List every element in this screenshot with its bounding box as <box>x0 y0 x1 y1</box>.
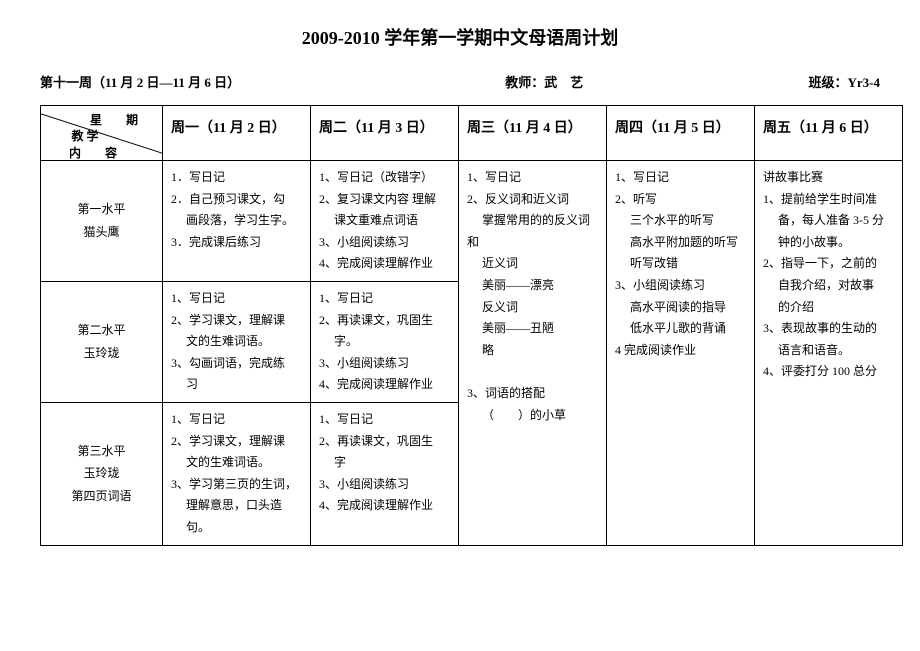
teacher-label: 教师： <box>505 75 544 90</box>
cell-r2-tue: 1、写日记 2、再读课文，巩固生 字。 3、小组阅读练习 4、完成阅读理解作业 <box>311 281 459 402</box>
cell-thu-merged: 1、写日记 2、听写 三个水平的听写 高水平附加题的听写 听写改错 3、小组阅读… <box>607 161 755 546</box>
cell-wed-merged: 1、写日记 2、反义词和近义词 掌握常用的的反义词和 近义词 美丽——漂亮 反义… <box>459 161 607 546</box>
col-tue: 周二（11 月 3 日） <box>311 106 459 161</box>
class-label: 班级： <box>808 75 847 90</box>
col-thu: 周四（11 月 5 日） <box>607 106 755 161</box>
table-row: 第一水平 猫头鹰 1．写日记 2．自己预习课文，勾 画段落，学习生字。 3．完成… <box>41 161 903 282</box>
level-2-label: 第二水平 玉玲珑 <box>41 281 163 402</box>
plan-table: 星 期 教 学 内 容 周一（11 月 2 日） 周二（11 月 3 日） 周三… <box>40 105 903 546</box>
col-fri: 周五（11 月 6 日） <box>755 106 903 161</box>
col-wed: 周三（11 月 4 日） <box>459 106 607 161</box>
cell-r1-mon: 1．写日记 2．自己预习课文，勾 画段落，学习生字。 3．完成课后练习 <box>163 161 311 282</box>
page-title: 2009-2010 学年第一学期中文母语周计划 <box>40 24 880 50</box>
week-label: 第十一周（11 月 2 日—11 月 6 日） <box>40 72 240 91</box>
class-block: 班级：Yr3-4 <box>808 72 880 91</box>
cell-r3-mon: 1、写日记 2、学习课文，理解课 文的生难词语。 3、学习第三页的生词， 理解意… <box>163 402 311 545</box>
level-3-label: 第三水平 玉玲珑 第四页词语 <box>41 402 163 545</box>
cell-fri-merged: 讲故事比赛 1、提前给学生时间准 备，每人准备 3-5 分 钟的小故事。 2、指… <box>755 161 903 546</box>
table-header-row: 星 期 教 学 内 容 周一（11 月 2 日） 周二（11 月 3 日） 周三… <box>41 106 903 161</box>
meta-row: 第十一周（11 月 2 日—11 月 6 日） 教师：武 艺 班级：Yr3-4 <box>40 72 880 91</box>
cell-r2-mon: 1、写日记 2、学习课文，理解课 文的生难词语。 3、勾画词语，完成练 习 <box>163 281 311 402</box>
teacher-name: 武 艺 <box>544 75 583 90</box>
cell-r3-tue: 1、写日记 2、再读课文，巩固生 字 3、小组阅读练习 4、完成阅读理解作业 <box>311 402 459 545</box>
diag-header: 星 期 教 学 内 容 <box>41 106 163 161</box>
teacher-block: 教师：武 艺 <box>240 72 808 91</box>
cell-r1-tue: 1、写日记（改错字） 2、复习课文内容 理解 课文重难点词语 3、小组阅读练习 … <box>311 161 459 282</box>
level-1-label: 第一水平 猫头鹰 <box>41 161 163 282</box>
class-name: Yr3-4 <box>848 75 881 90</box>
col-mon: 周一（11 月 2 日） <box>163 106 311 161</box>
diag-bottom-label: 教 学 内 容 <box>47 128 123 161</box>
diag-bottom-line1: 教 学 <box>47 128 123 145</box>
diag-bottom-line2: 内 容 <box>47 145 123 161</box>
